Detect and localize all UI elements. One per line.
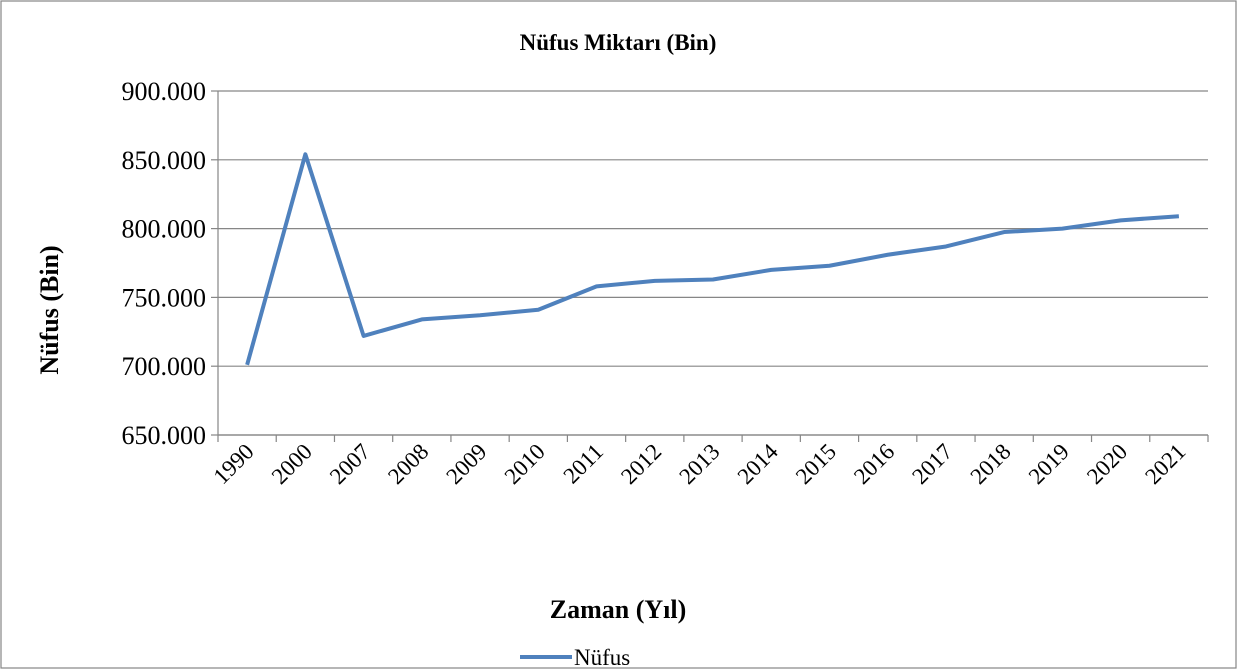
chart-title: Nüfus Miktarı (Bin) <box>520 30 717 55</box>
y-tick-label: 850.000 <box>122 146 207 175</box>
y-tick-label: 700.000 <box>122 352 207 381</box>
x-axis-title: Zaman (Yıl) <box>550 595 687 624</box>
y-axis-title: Nüfus (Bin) <box>35 245 64 374</box>
line-series <box>245 152 1180 366</box>
y-tick-label: 650.000 <box>122 421 207 450</box>
y-tick-label: 900.000 <box>122 77 207 106</box>
legend-label: Nüfus <box>574 645 630 669</box>
y-tick-label: 800.000 <box>122 215 207 244</box>
y-tick-label: 750.000 <box>122 283 207 312</box>
